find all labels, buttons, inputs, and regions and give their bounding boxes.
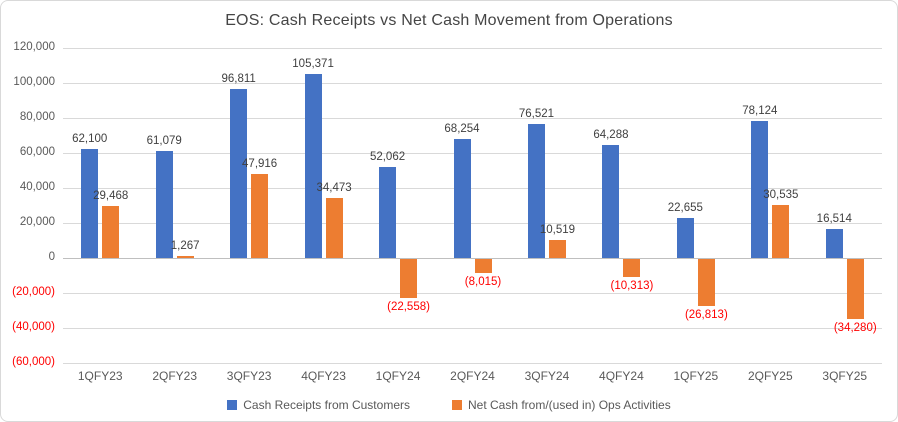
bar-cash-receipts <box>602 145 620 258</box>
data-label: 96,811 <box>221 72 256 85</box>
data-label: 10,519 <box>539 223 576 236</box>
zero-gridline <box>63 258 882 259</box>
bar-cash-receipts <box>379 166 397 258</box>
gridline <box>63 153 882 154</box>
data-label: 47,916 <box>242 158 278 171</box>
y-tick-label: 100,000 <box>13 76 55 88</box>
y-tick-label: 0 <box>48 251 55 263</box>
bar-cash-receipts <box>676 218 694 258</box>
bar-net-cash <box>846 259 864 319</box>
bar-cash-receipts <box>304 73 322 258</box>
x-tick-label: 3QFY25 <box>822 369 868 383</box>
chart-title: EOS: Cash Receipts vs Net Cash Movement … <box>225 12 673 29</box>
bar-cash-receipts <box>453 138 471 258</box>
data-label: 105,371 <box>292 57 334 70</box>
x-tick-label: 4QFY23 <box>301 369 346 383</box>
x-tick-label: 1QFY23 <box>77 369 123 383</box>
bar-net-cash <box>325 197 343 258</box>
gridline <box>63 188 882 189</box>
data-label: (8,015) <box>464 276 502 289</box>
bar-cash-receipts <box>825 229 843 258</box>
bar-cash-receipts <box>751 121 769 258</box>
y-tick-label: 80,000 <box>19 111 55 123</box>
data-label: (34,280) <box>833 321 877 334</box>
data-label: 62,100 <box>72 133 108 146</box>
legend: Cash Receipts from Customers Net Cash fro… <box>1 398 897 412</box>
bar-net-cash <box>102 206 120 258</box>
plot-area: 62,100 29,468 61,079 1,267 96,811 47,916 105,3… <box>63 48 882 364</box>
x-tick-label: 3QFY24 <box>524 369 570 383</box>
bar-net-cash <box>772 204 790 258</box>
x-tick-label: 2QFY25 <box>747 369 793 383</box>
bar-net-cash <box>474 259 492 274</box>
bar-net-cash <box>400 259 418 299</box>
data-label: (22,558) <box>387 301 430 314</box>
x-tick-label: 2QFY24 <box>450 369 495 383</box>
legend-item: Net Cash from/(used in) Ops Activities <box>451 398 671 412</box>
y-tick-label: 20,000 <box>19 216 55 228</box>
gridline <box>63 223 882 224</box>
y-tick-label: (60,000) <box>12 356 55 368</box>
gridline <box>63 328 882 329</box>
gridline <box>63 83 882 84</box>
data-label: 61,079 <box>146 135 182 148</box>
bar-net-cash <box>176 255 194 258</box>
bar-net-cash <box>251 174 269 258</box>
data-label: (10,313) <box>610 280 654 293</box>
legend-swatch-icon <box>451 400 462 410</box>
x-tick-label: 2QFY23 <box>152 369 198 383</box>
legend-swatch-icon <box>227 400 238 410</box>
data-label: 16,514 <box>816 213 852 226</box>
data-label: 34,473 <box>316 181 352 194</box>
bar-cash-receipts <box>527 124 545 258</box>
gridline <box>63 48 882 49</box>
data-label: (26,813) <box>684 308 728 321</box>
x-tick-label: 4QFY24 <box>599 369 644 383</box>
data-label: 22,655 <box>667 202 703 215</box>
y-tick-label: 60,000 <box>19 146 55 158</box>
legend-item: Cash Receipts from Customers <box>227 398 410 412</box>
data-label: 1,267 <box>170 239 200 252</box>
y-tick-label: (20,000) <box>12 286 55 298</box>
y-tick-label: 40,000 <box>19 181 55 193</box>
bar-cash-receipts <box>230 88 248 258</box>
x-tick-label: 1QFY25 <box>673 369 719 383</box>
x-tick-label: 1QFY24 <box>375 369 421 383</box>
gridline <box>63 293 882 294</box>
y-tick-label: (40,000) <box>12 321 55 333</box>
data-label: 68,254 <box>444 122 480 135</box>
data-label: 52,062 <box>369 150 406 163</box>
data-label: 29,468 <box>93 190 129 203</box>
legend-label: Net Cash from/(used in) Ops Activities <box>467 398 671 412</box>
data-label: 64,288 <box>593 129 629 142</box>
gridline <box>63 118 882 119</box>
gridline <box>63 363 882 364</box>
bar-net-cash <box>697 259 715 306</box>
data-label: 30,535 <box>763 188 799 201</box>
legend-label: Cash Receipts from Customers <box>243 398 410 412</box>
x-tick-label: 3QFY23 <box>226 369 272 383</box>
data-label: 78,124 <box>742 105 778 118</box>
y-tick-label: 120,000 <box>13 41 55 53</box>
bar-cash-receipts <box>81 149 99 258</box>
bar-cash-receipts <box>155 151 173 258</box>
data-label: 76,521 <box>518 108 555 121</box>
bar-net-cash <box>548 239 566 258</box>
bar-net-cash <box>623 259 641 278</box>
